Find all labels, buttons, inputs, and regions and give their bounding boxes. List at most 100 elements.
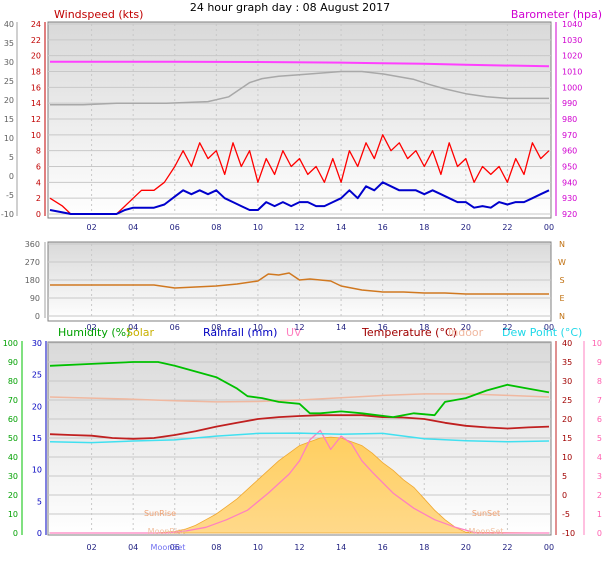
x-tick-label: 16 bbox=[378, 323, 388, 332]
wind-inner-tick: 16 bbox=[31, 83, 41, 92]
solar-label: Solar bbox=[126, 326, 155, 339]
wind-outer-tick: -5 bbox=[6, 191, 14, 200]
x-tick-label: 20 bbox=[461, 323, 471, 332]
x-tick-label: 16 bbox=[378, 543, 388, 552]
baro-tick: 920 bbox=[562, 210, 577, 219]
temp-tick: -10 bbox=[562, 529, 575, 538]
wind-inner-tick: 12 bbox=[31, 115, 41, 124]
gray-line bbox=[50, 70, 549, 106]
baro-tick: 930 bbox=[562, 194, 577, 203]
indoor-line bbox=[49, 393, 550, 403]
wind-gust-line bbox=[49, 134, 550, 215]
dir-tick: 360 bbox=[25, 240, 40, 249]
wind-outer-tick: 35 bbox=[4, 39, 14, 48]
indoor-label: Indoor bbox=[448, 326, 484, 339]
temp-tick: 10 bbox=[562, 453, 572, 462]
wind-inner-tick: 24 bbox=[31, 20, 41, 29]
moonrise-label: MoonRise bbox=[148, 527, 187, 536]
x-tick-label: 14 bbox=[336, 323, 346, 332]
temp-tick: 35 bbox=[562, 358, 572, 367]
rainfall-label: Rainfall (mm) bbox=[203, 326, 277, 339]
x-tick-label: 00 bbox=[544, 323, 554, 332]
x-tick-label: 08 bbox=[211, 323, 221, 332]
x-tick-label: 02 bbox=[86, 323, 96, 332]
wind-direction-line bbox=[50, 272, 549, 295]
humidity-tick: 90 bbox=[8, 358, 18, 367]
baro-tick: 970 bbox=[562, 131, 577, 140]
compass-label: N bbox=[559, 240, 565, 249]
x-tick-label: 12 bbox=[294, 223, 304, 232]
wind-direction-panel-bg bbox=[47, 241, 552, 322]
temp-tick: 0 bbox=[562, 491, 567, 500]
temperature-line bbox=[49, 414, 550, 440]
page-title: 24 hour graph day : 08 August 2017 bbox=[190, 1, 390, 14]
x-tick-label: 00 bbox=[544, 543, 554, 552]
compass-label: S bbox=[559, 276, 564, 285]
wind-outer-tick: 5 bbox=[9, 153, 14, 162]
compass-label: E bbox=[559, 294, 564, 303]
x-tick-label: 18 bbox=[419, 223, 429, 232]
x-tick-label: 18 bbox=[419, 543, 429, 552]
wind-outer-tick: -10 bbox=[1, 210, 14, 219]
x-tick-label: 04 bbox=[128, 323, 138, 332]
humidity-tick: 10 bbox=[8, 510, 18, 519]
dir-tick: 90 bbox=[30, 294, 40, 303]
wind-direction-panel bbox=[47, 241, 552, 322]
x-tick-label: 14 bbox=[336, 223, 346, 232]
x-tick-label: 12 bbox=[294, 543, 304, 552]
x-tick-label: 14 bbox=[336, 543, 346, 552]
dir-tick: 0 bbox=[35, 312, 40, 321]
wind-inner-tick: 20 bbox=[31, 52, 41, 61]
x-tick-label: 06 bbox=[170, 323, 180, 332]
uv-label: UV bbox=[286, 326, 302, 339]
humidity-tick: 40 bbox=[8, 453, 18, 462]
temp-tick: -5 bbox=[562, 510, 570, 519]
dir-tick: 180 bbox=[25, 276, 40, 285]
dewpoint-label: Dew Point (°C) bbox=[502, 326, 582, 339]
temp-tick: 40 bbox=[562, 339, 572, 348]
temperature-label: Temperature (°C) bbox=[361, 326, 457, 339]
humidity-tick: 0 bbox=[13, 529, 18, 538]
uv-tick: 4 bbox=[597, 453, 602, 462]
temp-tick: 30 bbox=[562, 377, 572, 386]
humidity-tick: 20 bbox=[8, 491, 18, 500]
wind-inner-tick: 4 bbox=[36, 178, 41, 187]
x-tick-label: 02 bbox=[86, 543, 96, 552]
dewpoint-line bbox=[49, 432, 550, 444]
humidity-tick: 30 bbox=[8, 472, 18, 481]
uv-tick: 7 bbox=[597, 396, 602, 405]
uv-tick: 8 bbox=[597, 377, 602, 386]
wind-inner-tick: 2 bbox=[36, 194, 41, 203]
x-tick-label: 02 bbox=[86, 223, 96, 232]
wind-inner-tick: 18 bbox=[31, 68, 41, 77]
x-tick-label: 10 bbox=[253, 223, 263, 232]
rain-tick: 20 bbox=[32, 402, 42, 411]
uv-tick: 9 bbox=[597, 358, 602, 367]
barometer-line bbox=[49, 60, 550, 68]
uv-line bbox=[50, 429, 549, 534]
rain-tick: 30 bbox=[32, 339, 42, 348]
wind-inner-tick: 8 bbox=[36, 147, 41, 156]
wind-outer-tick: 30 bbox=[4, 58, 14, 67]
wind-grid bbox=[48, 23, 551, 215]
humidity-tick: 80 bbox=[8, 377, 18, 386]
sunrise-label: SunRise bbox=[144, 509, 176, 518]
baro-tick: 980 bbox=[562, 115, 577, 124]
wind-outer-tick: 40 bbox=[4, 20, 14, 29]
baro-tick: 940 bbox=[562, 178, 577, 187]
uv-tick: 0 bbox=[597, 529, 602, 538]
wind-outer-tick: 25 bbox=[4, 77, 14, 86]
x-tick-label: 22 bbox=[502, 323, 512, 332]
wind-outer-tick: 15 bbox=[4, 115, 14, 124]
x-tick-label: 22 bbox=[502, 543, 512, 552]
wind-inner-tick: 6 bbox=[36, 163, 41, 172]
humidity-line bbox=[49, 361, 550, 419]
windspeed-label: Windspeed (kts) bbox=[54, 8, 143, 21]
uv-tick: 3 bbox=[597, 472, 602, 481]
x-tick-label: 04 bbox=[128, 543, 138, 552]
rain-tick: 5 bbox=[37, 497, 42, 506]
baro-tick: 990 bbox=[562, 99, 577, 108]
humidity-label: Humidity (%) bbox=[58, 326, 130, 339]
baro-tick: 1040 bbox=[562, 20, 582, 29]
